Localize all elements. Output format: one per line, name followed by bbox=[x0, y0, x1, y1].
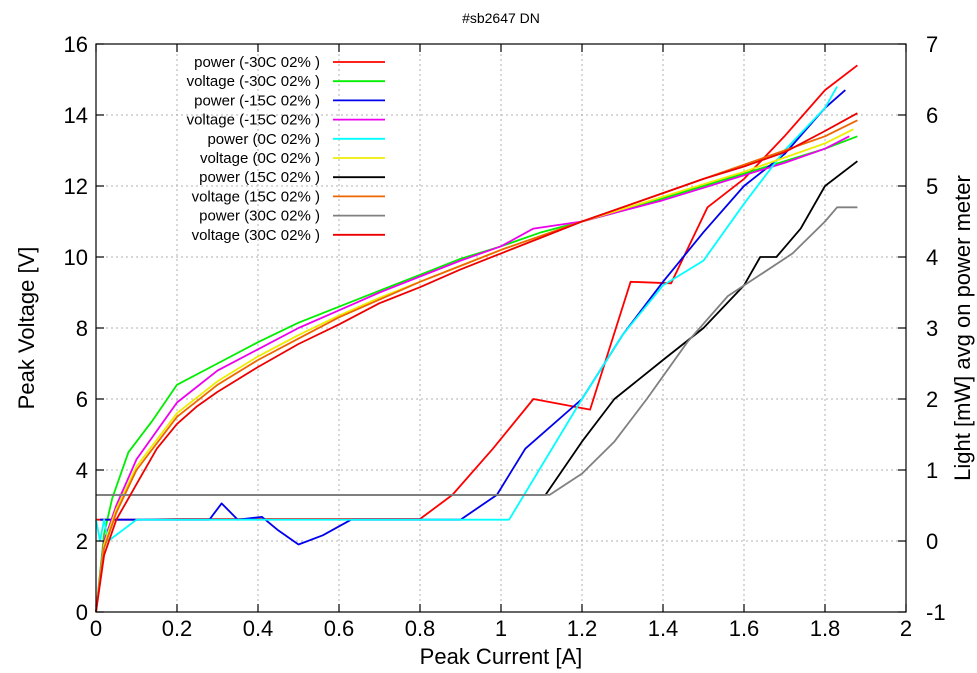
series-line-9 bbox=[96, 206, 858, 496]
legend-label: voltage (-30C 02% ) bbox=[187, 73, 320, 90]
series-line-10 bbox=[95, 112, 858, 613]
x-tick-label: 1.2 bbox=[567, 616, 598, 641]
y2-tick-label: 4 bbox=[926, 245, 938, 270]
x-tick-label: 0.8 bbox=[405, 616, 436, 641]
y2-tick-label: 7 bbox=[926, 32, 938, 57]
x-tick-label: 2 bbox=[900, 616, 912, 641]
x-tick-label: 0 bbox=[90, 616, 102, 641]
plot-series bbox=[95, 64, 858, 613]
y2-tick-label: 6 bbox=[926, 103, 938, 128]
y-axis-label: Peak Voltage [V] bbox=[14, 247, 39, 410]
y2-tick-label: 5 bbox=[926, 174, 938, 199]
series-line-4 bbox=[95, 135, 850, 613]
series-line-2 bbox=[95, 135, 858, 613]
legend-label: power (-15C 02% ) bbox=[194, 92, 320, 109]
y-tick-label: 14 bbox=[64, 103, 88, 128]
y-tick-label: 2 bbox=[76, 529, 88, 554]
y2-tick-label: 1 bbox=[926, 458, 938, 483]
grid bbox=[96, 44, 906, 612]
chart-title: #sb2647 DN bbox=[462, 10, 540, 26]
x-tick-label: 1.8 bbox=[810, 616, 841, 641]
x-tick-label: 0.6 bbox=[324, 616, 355, 641]
y-tick-label: 0 bbox=[76, 600, 88, 625]
y-tick-label: 8 bbox=[76, 316, 88, 341]
y-tick-label: 10 bbox=[64, 245, 88, 270]
x-tick-label: 1 bbox=[495, 616, 507, 641]
y2-tick-label: 0 bbox=[926, 529, 938, 554]
legend-label: voltage (15C 02% ) bbox=[192, 188, 320, 205]
y-tick-label: 12 bbox=[64, 174, 88, 199]
y-tick-label: 4 bbox=[76, 458, 88, 483]
legend: power (-30C 02% ) voltage (-30C 02% ) powe… bbox=[187, 54, 385, 244]
y2-tick-label: 3 bbox=[926, 316, 938, 341]
y2-tick-label: 2 bbox=[926, 387, 938, 412]
axis-ticks: 0 0.2 0.4 0.6 0.8 1 1.2 1.4 1.6 1.8 20246810121416… bbox=[64, 32, 946, 641]
y-tick-label: 6 bbox=[76, 387, 88, 412]
x-tick-label: 1.6 bbox=[729, 616, 760, 641]
legend-label: power (-30C 02% ) bbox=[194, 54, 320, 71]
legend-label: voltage (30C 02% ) bbox=[192, 227, 320, 244]
legend-label: voltage (0C 02% ) bbox=[200, 150, 320, 167]
x-tick-label: 0.2 bbox=[162, 616, 193, 641]
legend-label: power (30C 02% ) bbox=[199, 208, 320, 225]
x-axis-label: Peak Current [A] bbox=[420, 644, 583, 669]
legend-label: voltage (-15C 02% ) bbox=[187, 112, 320, 129]
y2-tick-label: -1 bbox=[926, 600, 946, 625]
legend-label: power (0C 02% ) bbox=[207, 131, 320, 148]
x-tick-label: 1.4 bbox=[648, 616, 679, 641]
x-tick-label: 0.4 bbox=[243, 616, 274, 641]
legend-label: power (15C 02% ) bbox=[199, 169, 320, 186]
y2-axis-label: Light [mW] avg on power meter bbox=[950, 175, 975, 481]
y-tick-label: 16 bbox=[64, 32, 88, 57]
